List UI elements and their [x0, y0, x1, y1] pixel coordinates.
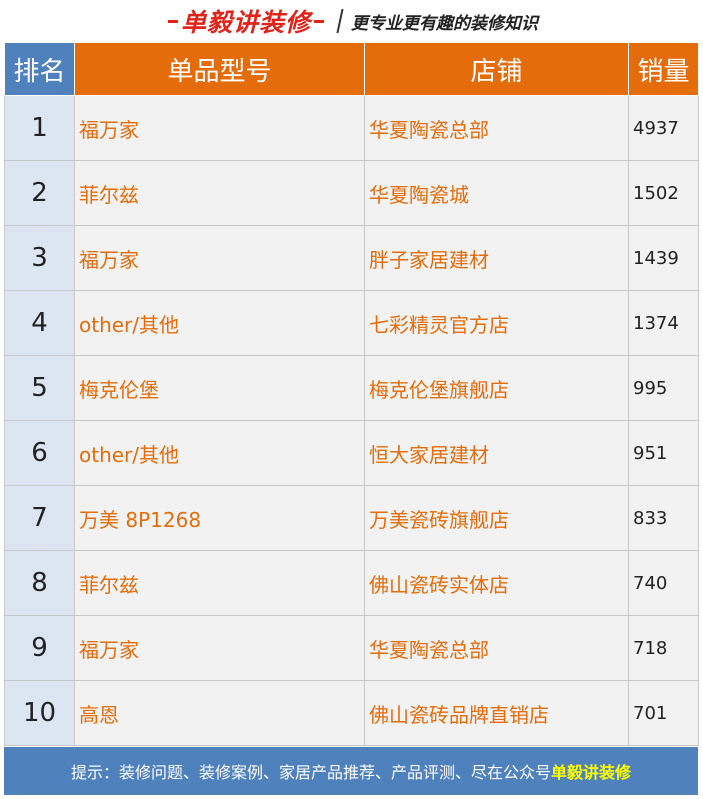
cell-sales: 995 — [628, 355, 699, 421]
column-header-rank: 排名 — [4, 42, 75, 96]
cell-model: other/其他 — [74, 290, 365, 356]
cell-sales: 701 — [628, 680, 699, 746]
table-row: 4 other/其他 七彩精灵官方店 1374 — [4, 290, 699, 356]
cell-sales: 4937 — [628, 95, 699, 161]
cell-rank: 8 — [4, 550, 75, 616]
footer-tip-text: 提示：装修问题、装修案例、家居产品推荐、产品评测、尽在公众号 — [70, 763, 551, 782]
cell-shop: 佛山瓷砖品牌直销店 — [364, 680, 629, 746]
cell-shop: 万美瓷砖旗舰店 — [364, 485, 629, 551]
cell-shop: 恒大家居建材 — [364, 420, 629, 486]
cell-shop: 华夏陶瓷总部 — [364, 95, 629, 161]
cell-sales: 951 — [628, 420, 699, 486]
cell-shop: 佛山瓷砖实体店 — [364, 550, 629, 616]
cell-shop: 梅克伦堡旗舰店 — [364, 355, 629, 421]
table-row: 3 福万家 胖子家居建材 1439 — [4, 225, 699, 291]
cell-model: 菲尔兹 — [74, 160, 365, 226]
page-header: 单毅讲装修 更专业更有趣的装修知识 — [0, 0, 703, 42]
column-header-shop: 店铺 — [364, 42, 629, 96]
footer-tip: 提示：装修问题、装修案例、家居产品推荐、产品评测、尽在公众号 单毅讲装修 — [4, 747, 698, 795]
brand-dash-icon — [167, 19, 178, 23]
cell-sales: 833 — [628, 485, 699, 551]
ranking-table: 排名 单品型号 店铺 销量 1 福万家 华夏陶瓷总部 4937 2 菲尔兹 华夏陶瓷城 150… — [4, 42, 699, 746]
cell-shop: 华夏陶瓷城 — [364, 160, 629, 226]
cell-rank: 1 — [4, 95, 75, 161]
cell-rank: 2 — [4, 160, 75, 226]
cell-rank: 5 — [4, 355, 75, 421]
cell-sales: 718 — [628, 615, 699, 681]
column-header-sales: 销量 — [628, 42, 699, 96]
cell-sales: 1374 — [628, 290, 699, 356]
table-row: 9 福万家 华夏陶瓷总部 718 — [4, 615, 699, 681]
cell-model: 菲尔兹 — [74, 550, 365, 616]
cell-model: 万美 8P1268 — [74, 485, 365, 551]
table-header-row: 排名 单品型号 店铺 销量 — [4, 42, 699, 96]
cell-model: 福万家 — [74, 615, 365, 681]
table-row: 8 菲尔兹 佛山瓷砖实体店 740 — [4, 550, 699, 616]
table-row: 5 梅克伦堡 梅克伦堡旗舰店 995 — [4, 355, 699, 421]
header-slogan: 更专业更有趣的装修知识 — [351, 13, 538, 34]
cell-model: 梅克伦堡 — [74, 355, 365, 421]
table-row: 1 福万家 华夏陶瓷总部 4937 — [4, 95, 699, 161]
cell-model: 福万家 — [74, 225, 365, 291]
cell-shop: 七彩精灵官方店 — [364, 290, 629, 356]
brand-logo: 单毅讲装修 — [180, 8, 311, 37]
cell-rank: 10 — [4, 680, 75, 746]
table-row: 2 菲尔兹 华夏陶瓷城 1502 — [4, 160, 699, 226]
cell-rank: 3 — [4, 225, 75, 291]
cell-rank: 9 — [4, 615, 75, 681]
header-divider — [336, 9, 344, 33]
table-row: 6 other/其他 恒大家居建材 951 — [4, 420, 699, 486]
table-row: 10 高恩 佛山瓷砖品牌直销店 701 — [4, 680, 699, 746]
cell-sales: 1502 — [628, 160, 699, 226]
cell-shop: 胖子家居建材 — [364, 225, 629, 291]
cell-rank: 6 — [4, 420, 75, 486]
brand-dash-icon — [314, 19, 324, 23]
cell-sales: 1439 — [628, 225, 699, 291]
cell-rank: 7 — [4, 485, 75, 551]
cell-rank: 4 — [4, 290, 75, 356]
cell-model: 福万家 — [74, 95, 365, 161]
column-header-model: 单品型号 — [74, 42, 365, 96]
cell-sales: 740 — [628, 550, 699, 616]
footer-account-name: 单毅讲装修 — [551, 763, 632, 782]
cell-model: other/其他 — [74, 420, 365, 486]
cell-model: 高恩 — [74, 680, 365, 746]
table-row: 7 万美 8P1268 万美瓷砖旗舰店 833 — [4, 485, 699, 551]
cell-shop: 华夏陶瓷总部 — [364, 615, 629, 681]
